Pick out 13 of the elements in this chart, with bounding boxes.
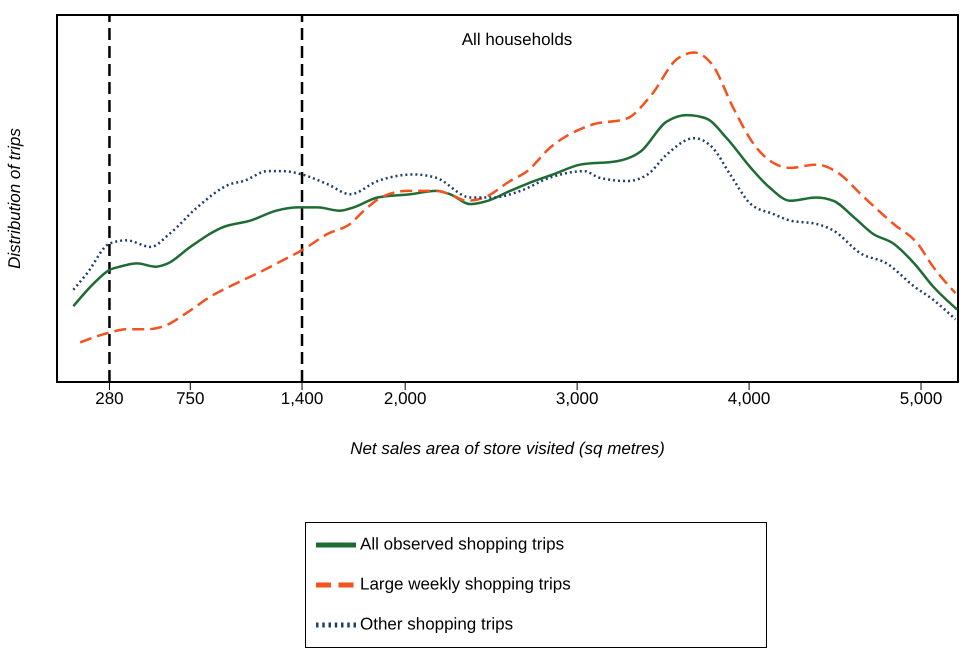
x-tick-label: 2,000 bbox=[384, 389, 426, 408]
y-axis-title: Distribution of trips bbox=[5, 128, 24, 269]
x-axis-title: Net sales area of store visited (sq metres) bbox=[350, 439, 665, 458]
x-tick-label: 280 bbox=[95, 389, 124, 408]
x-tick-label: 4,000 bbox=[728, 389, 770, 408]
legend-label: Large weekly shopping trips bbox=[360, 574, 571, 594]
legend-label: All observed shopping trips bbox=[360, 534, 564, 554]
x-tick-label: 5,000 bbox=[900, 389, 942, 408]
legend-label: Other shopping trips bbox=[360, 614, 514, 634]
x-tick-label: 3,000 bbox=[556, 389, 598, 408]
x-tick-label: 750 bbox=[176, 389, 204, 408]
x-tick-label: 1,400 bbox=[280, 389, 324, 408]
text: All households bbox=[460, 30, 574, 50]
